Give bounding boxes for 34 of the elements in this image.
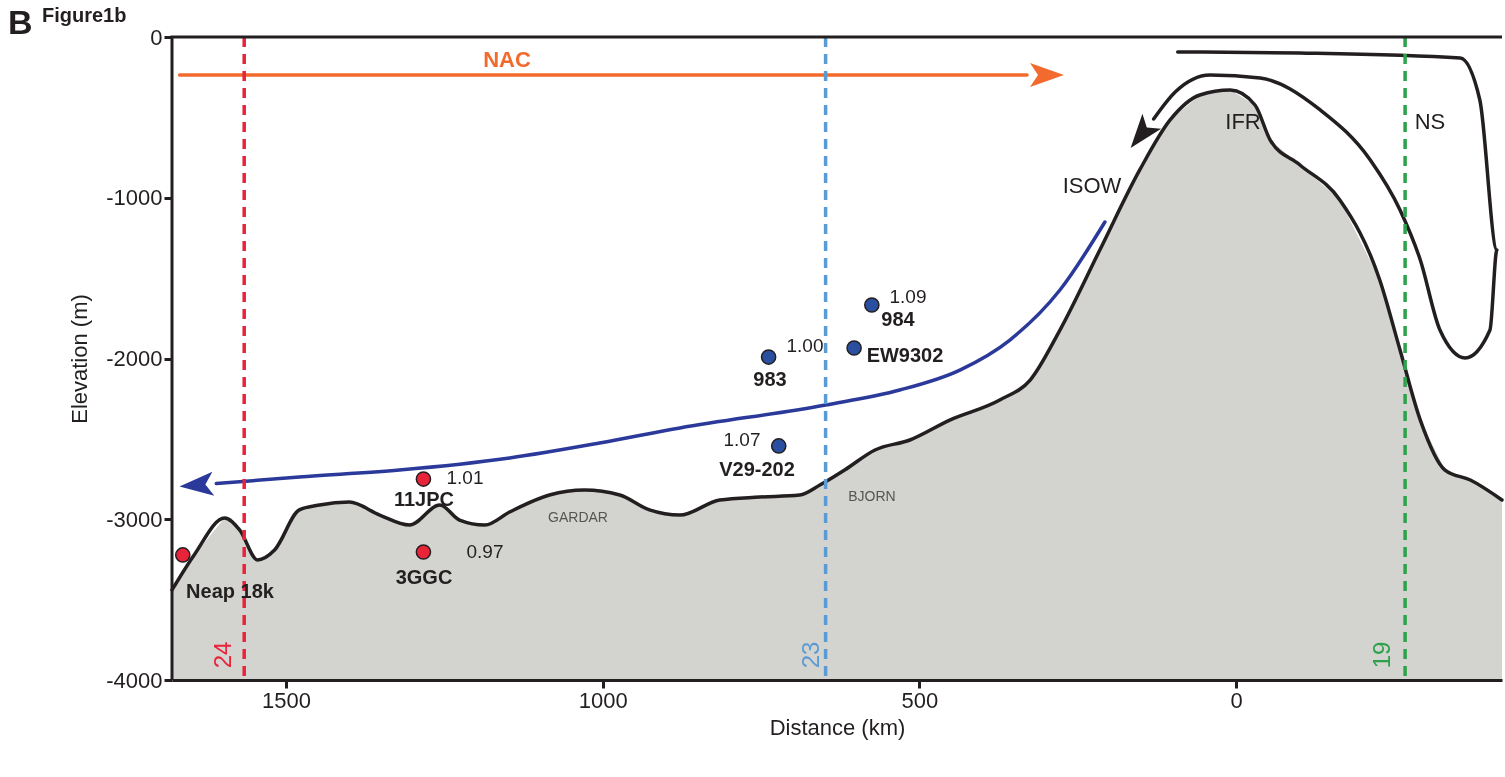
annotation: ISOW [1062,173,1122,198]
annotation: NAC [483,47,531,72]
chart-title: Figure1b [42,4,127,26]
y-tick-label: -4000 [106,667,163,693]
text: B [8,3,33,41]
y-tick-label: 0 [150,24,163,50]
annotation: BJORN [848,488,896,504]
annotation: Neap 18k [186,580,275,602]
annotation: V29-202 [719,458,795,480]
x-tick-label: 1000 [578,687,628,713]
x-axis-title: Distance (km) [769,714,906,740]
annotation: 23 [797,641,824,669]
annotation: 24 [209,641,236,669]
y-tick-label: -1000 [106,185,163,211]
x-tick-label: 500 [901,687,939,713]
annotation: GARDAR [548,509,608,525]
x-tick-label: 1500 [262,687,311,713]
annotation: 0.97 [466,541,504,562]
y-axis-title: Elevation (m) [67,294,93,424]
annotation: 1.00 [786,335,824,356]
annotation: 11JPC [393,488,455,510]
annotation: NS [1414,109,1446,134]
annotation: 3GGC [395,566,453,588]
annotation: 1.09 [889,286,927,307]
x-tick-label: 0 [1230,687,1243,713]
annotation: IFR [1225,109,1261,134]
annotation: 983 [753,368,787,390]
y-tick-label: -3000 [106,506,163,532]
annotation: 19 [1368,641,1395,669]
annotation: 984 [881,308,916,330]
annotation: 1.07 [723,429,761,450]
y-tick-label: -2000 [106,346,163,371]
annotation: EW9302 [866,344,944,366]
annotation: 1.01 [446,467,484,488]
